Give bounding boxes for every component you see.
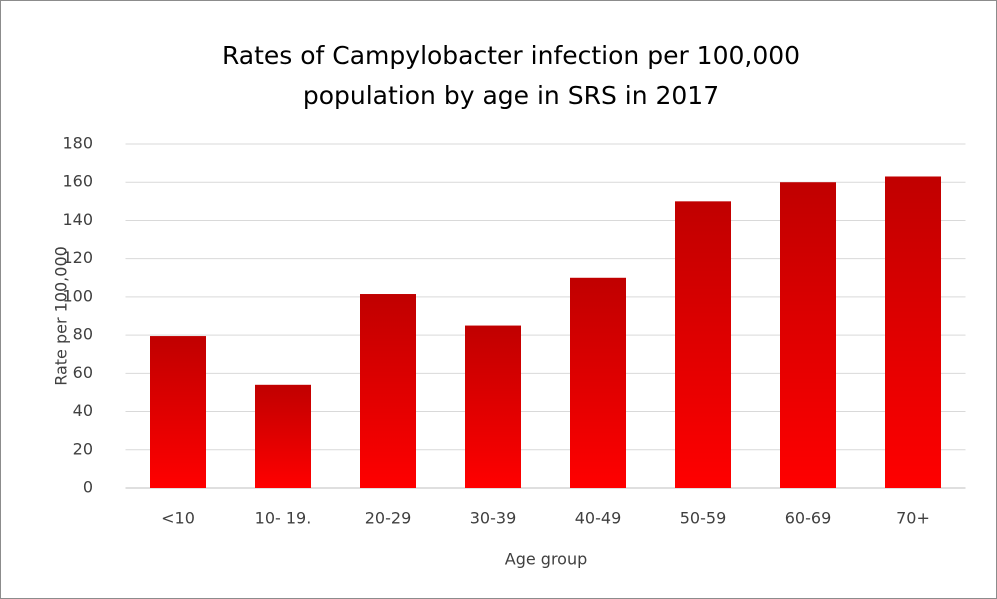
y-tick-label: 0 bbox=[83, 478, 93, 497]
y-tick-label: 140 bbox=[62, 210, 93, 229]
x-tick-label: 60-69 bbox=[785, 509, 832, 528]
y-tick-label: 60 bbox=[73, 363, 93, 382]
chart-title: Rates of Campylobacter infection per 100… bbox=[221, 41, 801, 110]
x-tick-label: 70+ bbox=[896, 509, 930, 528]
x-tick-label: 20-29 bbox=[365, 509, 412, 528]
y-tick-label: 20 bbox=[73, 439, 93, 458]
y-tick-label: 160 bbox=[62, 172, 93, 191]
x-tick-label: 30-39 bbox=[470, 509, 517, 528]
bar bbox=[465, 325, 521, 488]
y-tick-label: 80 bbox=[73, 325, 93, 344]
bar bbox=[780, 182, 836, 488]
y-tick-label: 40 bbox=[73, 401, 93, 420]
y-tick-label: 120 bbox=[62, 248, 93, 267]
bar bbox=[675, 201, 731, 489]
x-tick-label: 40-49 bbox=[575, 509, 622, 528]
x-tick-label: <10 bbox=[161, 509, 195, 528]
bar bbox=[570, 277, 626, 488]
bar bbox=[885, 176, 941, 488]
bar bbox=[255, 384, 311, 488]
x-axis-label: Age group bbox=[505, 550, 588, 569]
x-tick-label: 10- 19. bbox=[255, 509, 312, 528]
bar bbox=[360, 294, 416, 488]
y-tick-label: 180 bbox=[62, 134, 93, 153]
x-tick-label: 50-59 bbox=[680, 509, 727, 528]
y-axis-label: Rate per 100,000 bbox=[52, 246, 71, 386]
bar bbox=[150, 336, 206, 488]
y-tick-label: 100 bbox=[62, 286, 93, 305]
